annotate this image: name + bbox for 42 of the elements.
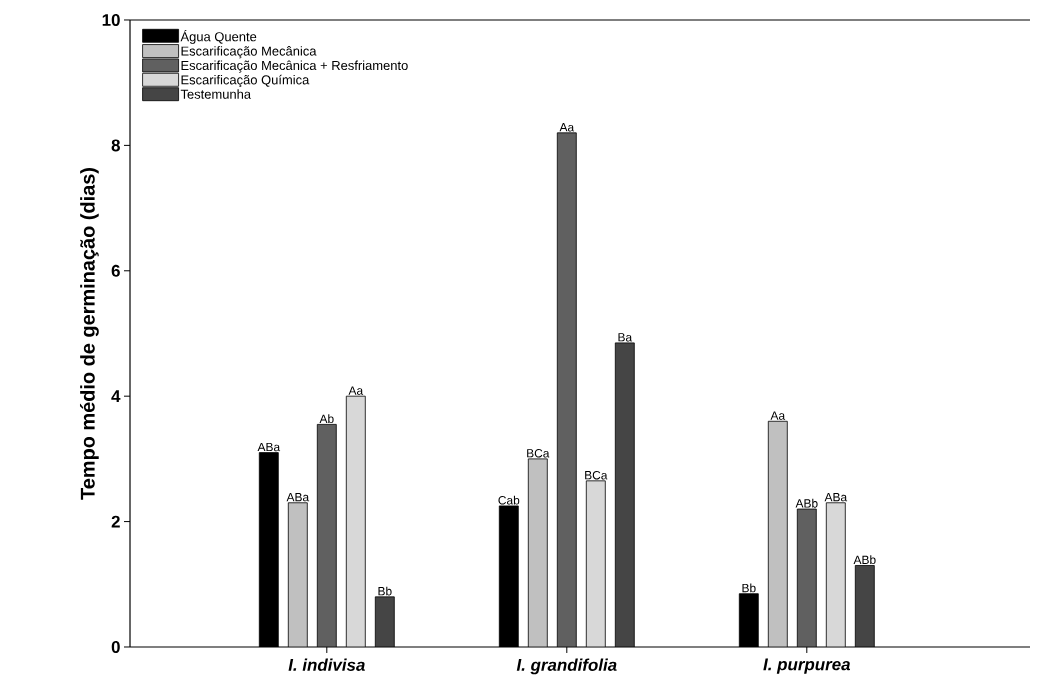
data-label: ABa [824, 493, 848, 502]
bar [346, 396, 366, 647]
data-label: Aa [348, 386, 364, 395]
legend-label: Escarificação Mecânica [181, 46, 317, 59]
data-label: Aa [559, 123, 575, 132]
legend-label: Escarificação Química [181, 74, 310, 88]
data-label: Ba [618, 333, 633, 342]
data-label: Bb [378, 586, 392, 596]
bar [288, 502, 308, 647]
x-tick-label: I. indivisa [288, 658, 365, 671]
y-tick-label: 6 [111, 264, 120, 277]
legend-label: Escarificação Mecânica + Resfriamento [181, 60, 408, 73]
bar [796, 508, 817, 647]
x-tick-label: I. grandifolia [516, 658, 617, 675]
y-tick-label: 4 [111, 390, 121, 403]
data-label: Aa [770, 411, 786, 420]
data-label: Cab [498, 495, 520, 505]
bar [825, 502, 846, 647]
bar [767, 420, 788, 647]
y-axis-title: Tempo médio de germinação (dias) [79, 168, 99, 500]
y-tick-label: 10 [102, 13, 120, 26]
data-label: Bb [742, 583, 756, 593]
data-label: Ab [319, 414, 334, 423]
bar [557, 132, 577, 647]
bar [528, 458, 548, 647]
data-label: BCa [527, 449, 550, 458]
bar [615, 342, 635, 647]
legend-label: Água Quente [180, 29, 257, 44]
y-tick-label: 8 [111, 139, 120, 152]
bar [317, 424, 337, 647]
x-tick-label: I. purpurea [763, 658, 851, 674]
bar [854, 565, 875, 647]
y-tick-label: 0 [111, 640, 120, 653]
data-label: BCa [585, 470, 608, 480]
bar [375, 596, 395, 647]
y-tick-label: 2 [111, 515, 120, 528]
data-label: ABb [853, 555, 876, 565]
data-label: ABa [286, 493, 310, 502]
legend-label: Testemunha [180, 89, 252, 99]
data-label: ABb [795, 498, 818, 508]
data-label: ABa [257, 442, 281, 452]
bar [586, 480, 606, 647]
